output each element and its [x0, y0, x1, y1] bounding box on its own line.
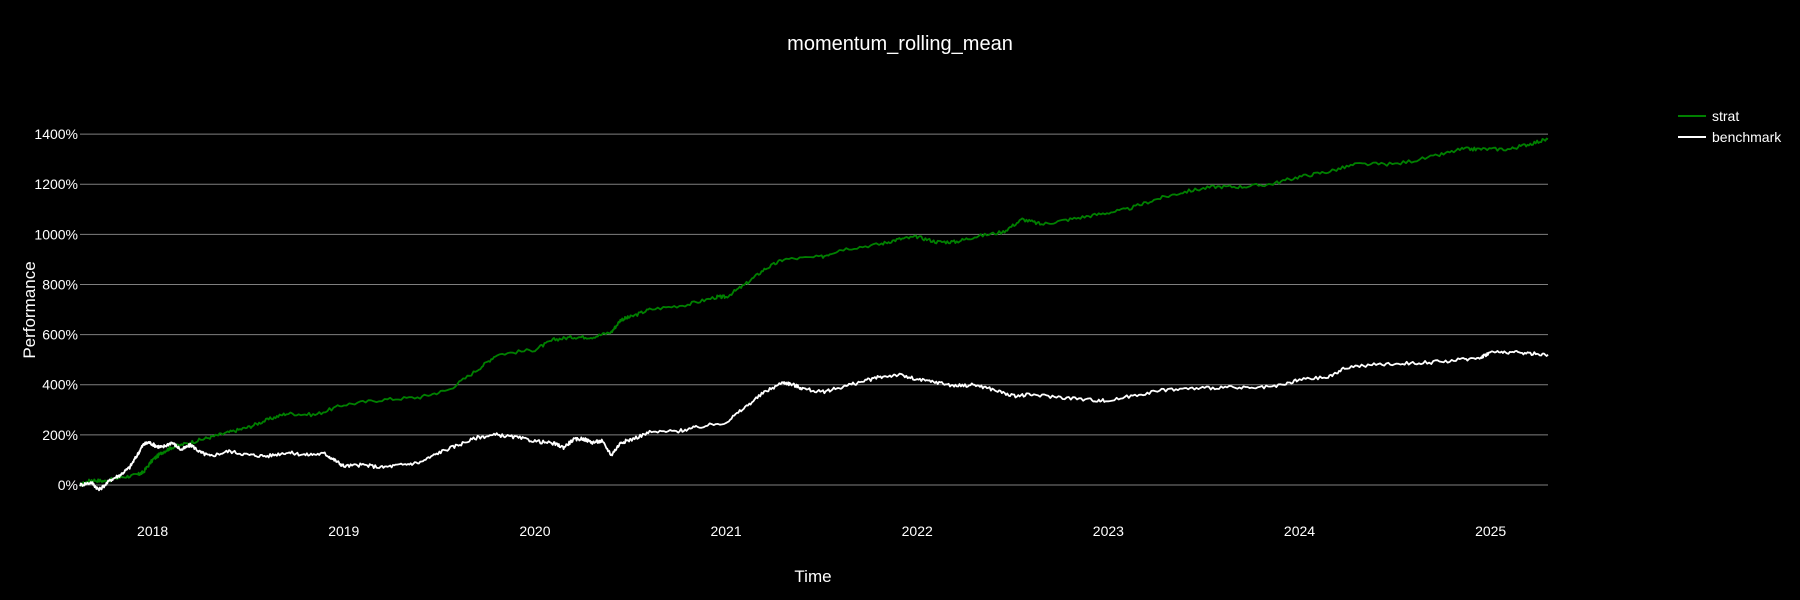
y-tick-labels: 0% 200% 400% 600% 800% 1000% 1200% 1400% — [34, 126, 78, 493]
series-line-strat — [79, 137, 1549, 487]
x-tick-label-4: 2022 — [902, 523, 933, 539]
x-tick-labels: 2018 2019 2020 2021 2022 2023 2024 2025 — [137, 523, 1506, 539]
legend-item-benchmark[interactable]: benchmark — [1678, 129, 1782, 145]
legend-label-strat: strat — [1712, 108, 1739, 124]
x-tick-label-0: 2018 — [137, 523, 168, 539]
y-tick-label-2: 400% — [42, 377, 78, 393]
y-tick-label-0: 0% — [58, 477, 78, 493]
y-tick-label-5: 1000% — [34, 226, 78, 242]
x-tick-label-3: 2021 — [710, 523, 741, 539]
grid-layer — [80, 133, 1548, 486]
series-layer — [79, 137, 1549, 492]
y-tick-label-1: 200% — [42, 427, 78, 443]
legend-label-benchmark: benchmark — [1712, 129, 1782, 145]
y-tick-label-7: 1400% — [34, 126, 78, 142]
x-tick-label-5: 2023 — [1093, 523, 1124, 539]
y-axis-label: Performance — [20, 261, 39, 358]
x-tick-label-1: 2019 — [328, 523, 359, 539]
y-tick-label-6: 1200% — [34, 176, 78, 192]
y-tick-label-3: 600% — [42, 327, 78, 343]
x-axis-label: Time — [794, 567, 831, 586]
legend-item-strat[interactable]: strat — [1678, 108, 1739, 124]
x-tick-label-6: 2024 — [1284, 523, 1315, 539]
series-line-benchmark — [79, 349, 1549, 492]
y-tick-label-4: 800% — [42, 276, 78, 292]
legend[interactable]: strat benchmark — [1678, 108, 1782, 145]
x-tick-label-2: 2020 — [519, 523, 550, 539]
x-tick-label-7: 2025 — [1475, 523, 1506, 539]
chart-title: momentum_rolling_mean — [787, 33, 1013, 55]
